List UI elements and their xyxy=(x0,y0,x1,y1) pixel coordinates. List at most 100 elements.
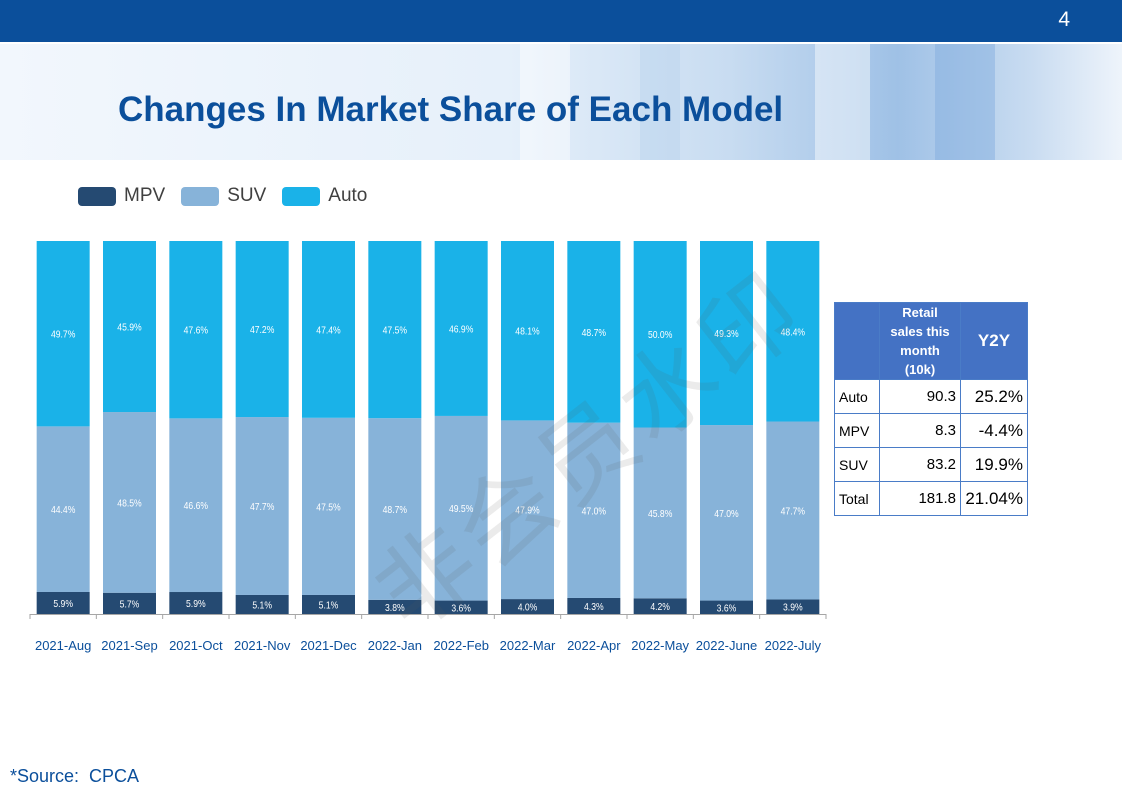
row-retail-sales: 8.3 xyxy=(879,413,961,448)
legend-label-mpv: MPV xyxy=(124,185,166,206)
bar-segment-suv xyxy=(633,427,687,599)
row-y2y: 19.9% xyxy=(960,447,1028,482)
bar-segment-auto xyxy=(235,241,289,418)
bar-segment-mpv xyxy=(633,598,687,614)
data-label: 45.8% xyxy=(648,508,673,520)
bar-segment-mpv xyxy=(302,594,355,614)
row-retail-sales: 90.3 xyxy=(879,379,961,414)
data-label: 49.5% xyxy=(449,504,474,516)
row-label: Auto xyxy=(834,379,880,414)
x-tick-label: 2022-Feb xyxy=(433,638,489,653)
table-header-retail-sales: Retail sales this month (10k) xyxy=(879,302,961,380)
data-label: 5.9% xyxy=(53,598,73,610)
data-label: 3.9% xyxy=(783,602,803,614)
data-label: 44.4% xyxy=(51,504,76,516)
data-label: 46.6% xyxy=(184,500,209,512)
x-tick-label: 2022-May xyxy=(631,638,689,653)
data-label: 49.7% xyxy=(51,329,76,341)
legend-label-auto: Auto xyxy=(328,185,368,206)
bar-segment-auto xyxy=(103,241,156,413)
bar-segment-suv xyxy=(700,425,753,601)
x-tick-label: 2021-Aug xyxy=(35,638,91,653)
data-label: 45.9% xyxy=(117,322,142,334)
data-label: 4.0% xyxy=(518,602,538,614)
data-label: 47.7% xyxy=(781,506,806,518)
bar-segment-auto xyxy=(169,241,223,419)
page-title: Changes In Market Share of Each Model xyxy=(118,90,784,129)
data-label: 3.8% xyxy=(385,602,405,614)
data-label: 47.6% xyxy=(184,325,209,337)
legend-swatch-mpv xyxy=(78,186,116,206)
table-header-row: Retail sales this month (10k) Y2Y xyxy=(834,302,1028,380)
row-label: SUV xyxy=(834,447,880,482)
bar-segment-suv xyxy=(368,418,422,600)
x-tick-label: 2021-Nov xyxy=(234,638,291,653)
bar-segment-mpv xyxy=(700,600,753,614)
legend-swatch-auto xyxy=(282,186,321,206)
bar-segment-mpv xyxy=(567,597,621,614)
data-label: 47.5% xyxy=(383,325,408,337)
table-row: Auto 90.3 25.2% xyxy=(834,379,1028,414)
row-y2y: -4.4% xyxy=(960,413,1028,448)
table-row: SUV 83.2 19.9% xyxy=(834,447,1028,482)
table-row: MPV 8.3 -4.4% xyxy=(834,413,1028,448)
row-y2y: 25.2% xyxy=(960,379,1028,414)
data-label: 3.6% xyxy=(451,603,471,615)
page-number: 4 xyxy=(1058,8,1070,31)
data-label: 49.3% xyxy=(714,328,739,340)
data-label: 47.4% xyxy=(316,325,341,337)
bar-segment-auto xyxy=(567,241,621,423)
data-label: 47.2% xyxy=(250,324,275,336)
data-label: 4.3% xyxy=(584,601,604,613)
data-label: 48.7% xyxy=(582,327,607,339)
data-label: 47.5% xyxy=(316,502,341,514)
retail-header-line: sales this xyxy=(890,324,950,339)
data-label: 46.9% xyxy=(449,324,474,336)
data-label: 5.1% xyxy=(252,600,272,612)
legend-item-auto: Auto xyxy=(282,185,367,207)
bar-segment-auto xyxy=(36,241,90,427)
data-label: 48.7% xyxy=(383,504,408,516)
x-tick-label: 2022-Mar xyxy=(500,638,556,653)
bar-segment-suv xyxy=(434,415,488,601)
stacked-bar-chart: 5.9% 44.4% 49.7% 2021-Aug 5.7% 48.5% 45.9% 2021… xyxy=(29,241,827,653)
bar-segment-suv xyxy=(36,426,90,592)
data-label: 5.1% xyxy=(319,600,339,612)
decor-stripe xyxy=(815,44,870,160)
data-label: 5.9% xyxy=(186,598,206,610)
retail-header-line: month xyxy=(900,343,940,358)
legend-item-mpv: MPV xyxy=(78,185,165,207)
x-tick-label: 2021-Oct xyxy=(169,638,223,653)
bar-segment-suv xyxy=(103,412,156,593)
data-label: 47.0% xyxy=(714,508,739,520)
banner-divider xyxy=(0,42,1122,44)
data-label: 48.5% xyxy=(117,498,142,510)
retail-sales-table: Retail sales this month (10k) Y2Y Auto 9… xyxy=(834,302,1028,516)
bar-segment-auto xyxy=(434,241,488,416)
bar-segment-suv xyxy=(235,417,289,595)
x-tick-label: 2022-June xyxy=(696,638,757,653)
bar-segment-mpv xyxy=(501,599,554,614)
bar-segment-suv xyxy=(567,422,621,598)
bar-segment-suv xyxy=(169,418,223,593)
table-header-y2y: Y2Y xyxy=(960,302,1028,380)
bar-segment-mpv xyxy=(434,600,488,614)
source-note: *Source: CPCA xyxy=(10,766,140,786)
data-label: 47.0% xyxy=(582,506,607,518)
row-retail-sales: 181.8 xyxy=(879,481,961,516)
legend-item-suv: SUV xyxy=(181,185,266,207)
table-header-blank xyxy=(834,302,880,380)
bar-segment-mpv xyxy=(235,594,289,614)
decor-stripe xyxy=(935,44,995,160)
decor-stripe xyxy=(640,44,680,160)
data-label: 47.9% xyxy=(515,505,540,517)
legend-label-suv: SUV xyxy=(227,185,267,206)
data-label: 3.6% xyxy=(717,603,737,615)
bar-segment-auto xyxy=(700,241,753,426)
data-label: 5.7% xyxy=(120,599,140,611)
x-tick-label: 2022-July xyxy=(765,638,822,653)
row-label: MPV xyxy=(834,413,880,448)
legend-swatch-suv xyxy=(181,186,220,206)
bar-segment-suv xyxy=(302,417,355,595)
data-label: 48.1% xyxy=(515,326,540,338)
